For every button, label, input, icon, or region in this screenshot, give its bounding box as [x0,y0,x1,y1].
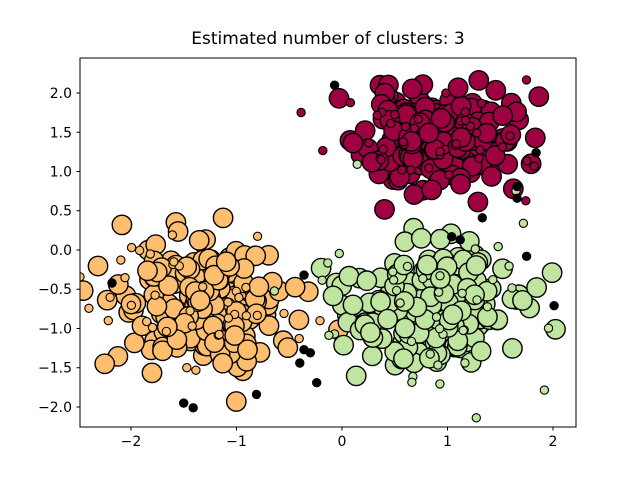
y-tick-label: −0.5 [38,282,72,298]
y-tick-label: 0.5 [50,204,72,220]
cluster-0-crimson [296,70,550,220]
y-tick-label: −2.0 [38,400,72,416]
x-tick-label: −1 [226,434,247,450]
x-tick-label: 1 [443,434,452,450]
x-axis: −2 −1 0 1 2 [121,427,558,450]
y-tick-label: −1.0 [38,321,72,337]
y-tick-label: 2.0 [50,86,72,102]
cluster-2-green [269,159,566,423]
points-layer [80,70,566,423]
y-axis: −2.0 −1.5 −1.0 −0.5 0.0 0.5 1.0 1.5 2.0 [38,86,80,416]
y-tick-label: 0.0 [50,243,72,259]
y-tick-label: 1.5 [50,125,72,141]
x-tick-label: 2 [549,434,558,450]
noise-points [107,80,559,413]
y-tick-label: 1.0 [50,165,72,181]
chart-title: Estimated number of clusters: 3 [191,29,464,49]
x-tick-label: −2 [121,434,142,450]
y-tick-label: −1.5 [38,361,72,377]
x-tick-label: 0 [338,434,347,450]
cluster-1-orange [80,207,396,412]
axes-spines [79,57,577,428]
